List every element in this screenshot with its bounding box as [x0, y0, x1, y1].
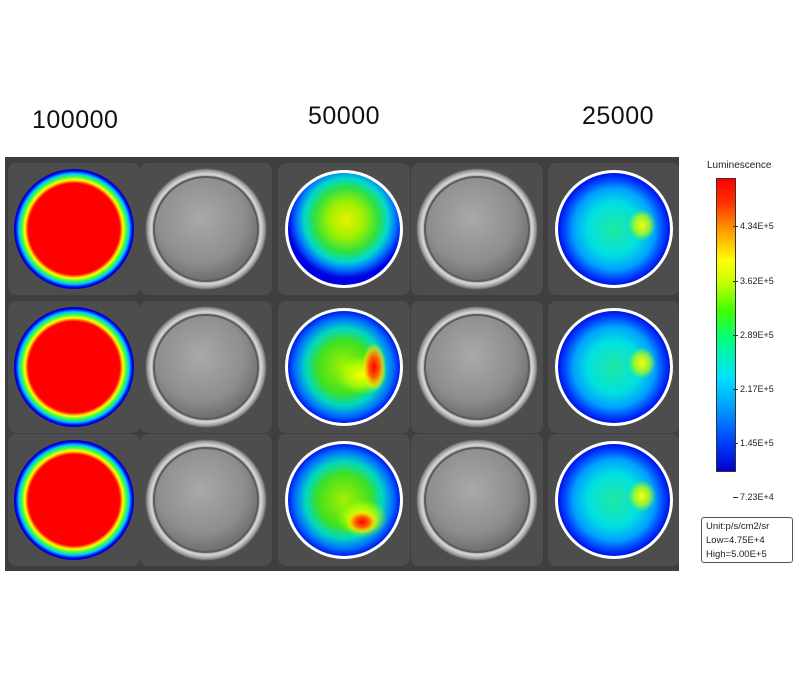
well-low	[555, 170, 673, 288]
well-plate-svg	[8, 163, 679, 566]
colorbar-title: Luminescence	[707, 160, 772, 171]
well-empty	[416, 439, 538, 561]
colorbar-tick: 2.89E+5	[733, 330, 795, 342]
colorbar-gradient	[716, 178, 736, 472]
colorbar-tick: 7.23E+4	[733, 492, 795, 504]
high-text: High=5.00E+5	[706, 549, 767, 560]
well-saturated	[14, 307, 134, 427]
well-empty	[145, 306, 267, 428]
column-label-25000: 25000	[582, 102, 655, 130]
column-label-100000: 100000	[32, 106, 119, 134]
well-empty	[145, 439, 267, 561]
well-medium-hot	[285, 441, 403, 559]
well-medium	[285, 170, 403, 288]
colorbar-tick: 2.17E+5	[733, 384, 795, 396]
well-saturated	[14, 440, 134, 560]
colorbar-info-box: Unit:p/s/cm2/sr Low=4.75E+4 High=5.00E+5	[701, 517, 793, 563]
well-empty	[416, 306, 538, 428]
low-text: Low=4.75E+4	[706, 535, 765, 546]
unit-text: Unit:p/s/cm2/sr	[706, 521, 770, 532]
well-medium-hot	[285, 308, 403, 426]
well-low	[555, 441, 673, 559]
well-plate-image	[5, 157, 679, 571]
well-empty	[416, 168, 538, 290]
colorbar-tick: 1.45E+5	[733, 438, 795, 450]
colorbar-tick: 3.62E+5	[733, 276, 795, 288]
colorbar-legend: Luminescence 4.34E+5 3.62E+5 2.89E+5 2.1…	[701, 157, 797, 577]
colorbar-tick: 4.34E+5	[733, 221, 795, 233]
column-label-50000: 50000	[308, 102, 381, 130]
well-low	[555, 308, 673, 426]
well-empty	[145, 168, 267, 290]
well-saturated	[14, 169, 134, 289]
